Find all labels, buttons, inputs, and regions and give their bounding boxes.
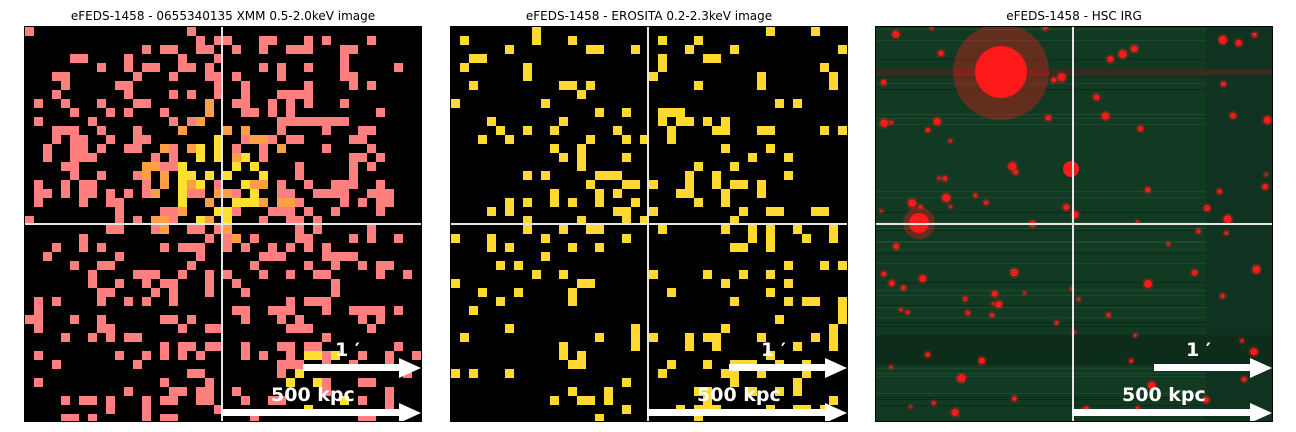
arcmin-scale-label: 1 ′ [1186,339,1211,361]
crosshair-horizontal [451,223,847,225]
kpc-scale-arrow [647,403,847,421]
hsc-image: 1 ′ 500 kpc [875,26,1273,422]
erosita-image: 1 ′ 500 kpc [450,26,848,422]
xmm-image: 1 ′ 500 kpc [24,26,422,422]
arcmin-scale-arrow [1154,358,1272,378]
crosshair-vertical [221,27,223,421]
crosshair-horizontal [876,223,1272,225]
crosshair-vertical [647,27,649,421]
arcmin-scale-label: 1 ′ [335,339,360,361]
crosshair-vertical [1072,27,1074,421]
arcmin-scale-label: 1 ′ [761,339,786,361]
xmm-panel: eFEDS-1458 - 0655340135 XMM 0.5-2.0keV i… [24,0,422,432]
arcmin-scale-arrow [729,358,847,378]
arcmin-scale-arrow [303,358,421,378]
kpc-scale-label: 500 kpc [697,384,781,406]
kpc-scale-label: 500 kpc [1122,384,1206,406]
kpc-scale-arrow [1072,403,1272,421]
hsc-color-image [876,27,1272,421]
hsc-panel: eFEDS-1458 - HSC IRG 1 ′ 500 kpc [875,0,1273,432]
kpc-scale-arrow [221,403,421,421]
panel-title: eFEDS-1458 - HSC IRG [1006,9,1142,23]
crosshair-horizontal [25,223,421,225]
erosita-panel: eFEDS-1458 - EROSITA 0.2-2.3keV image 1 … [450,0,848,432]
kpc-scale-label: 500 kpc [271,384,355,406]
panel-title: eFEDS-1458 - 0655340135 XMM 0.5-2.0keV i… [70,9,376,23]
xmm-pixel-map [25,27,421,421]
panel-title: eFEDS-1458 - EROSITA 0.2-2.3keV image [525,9,773,23]
